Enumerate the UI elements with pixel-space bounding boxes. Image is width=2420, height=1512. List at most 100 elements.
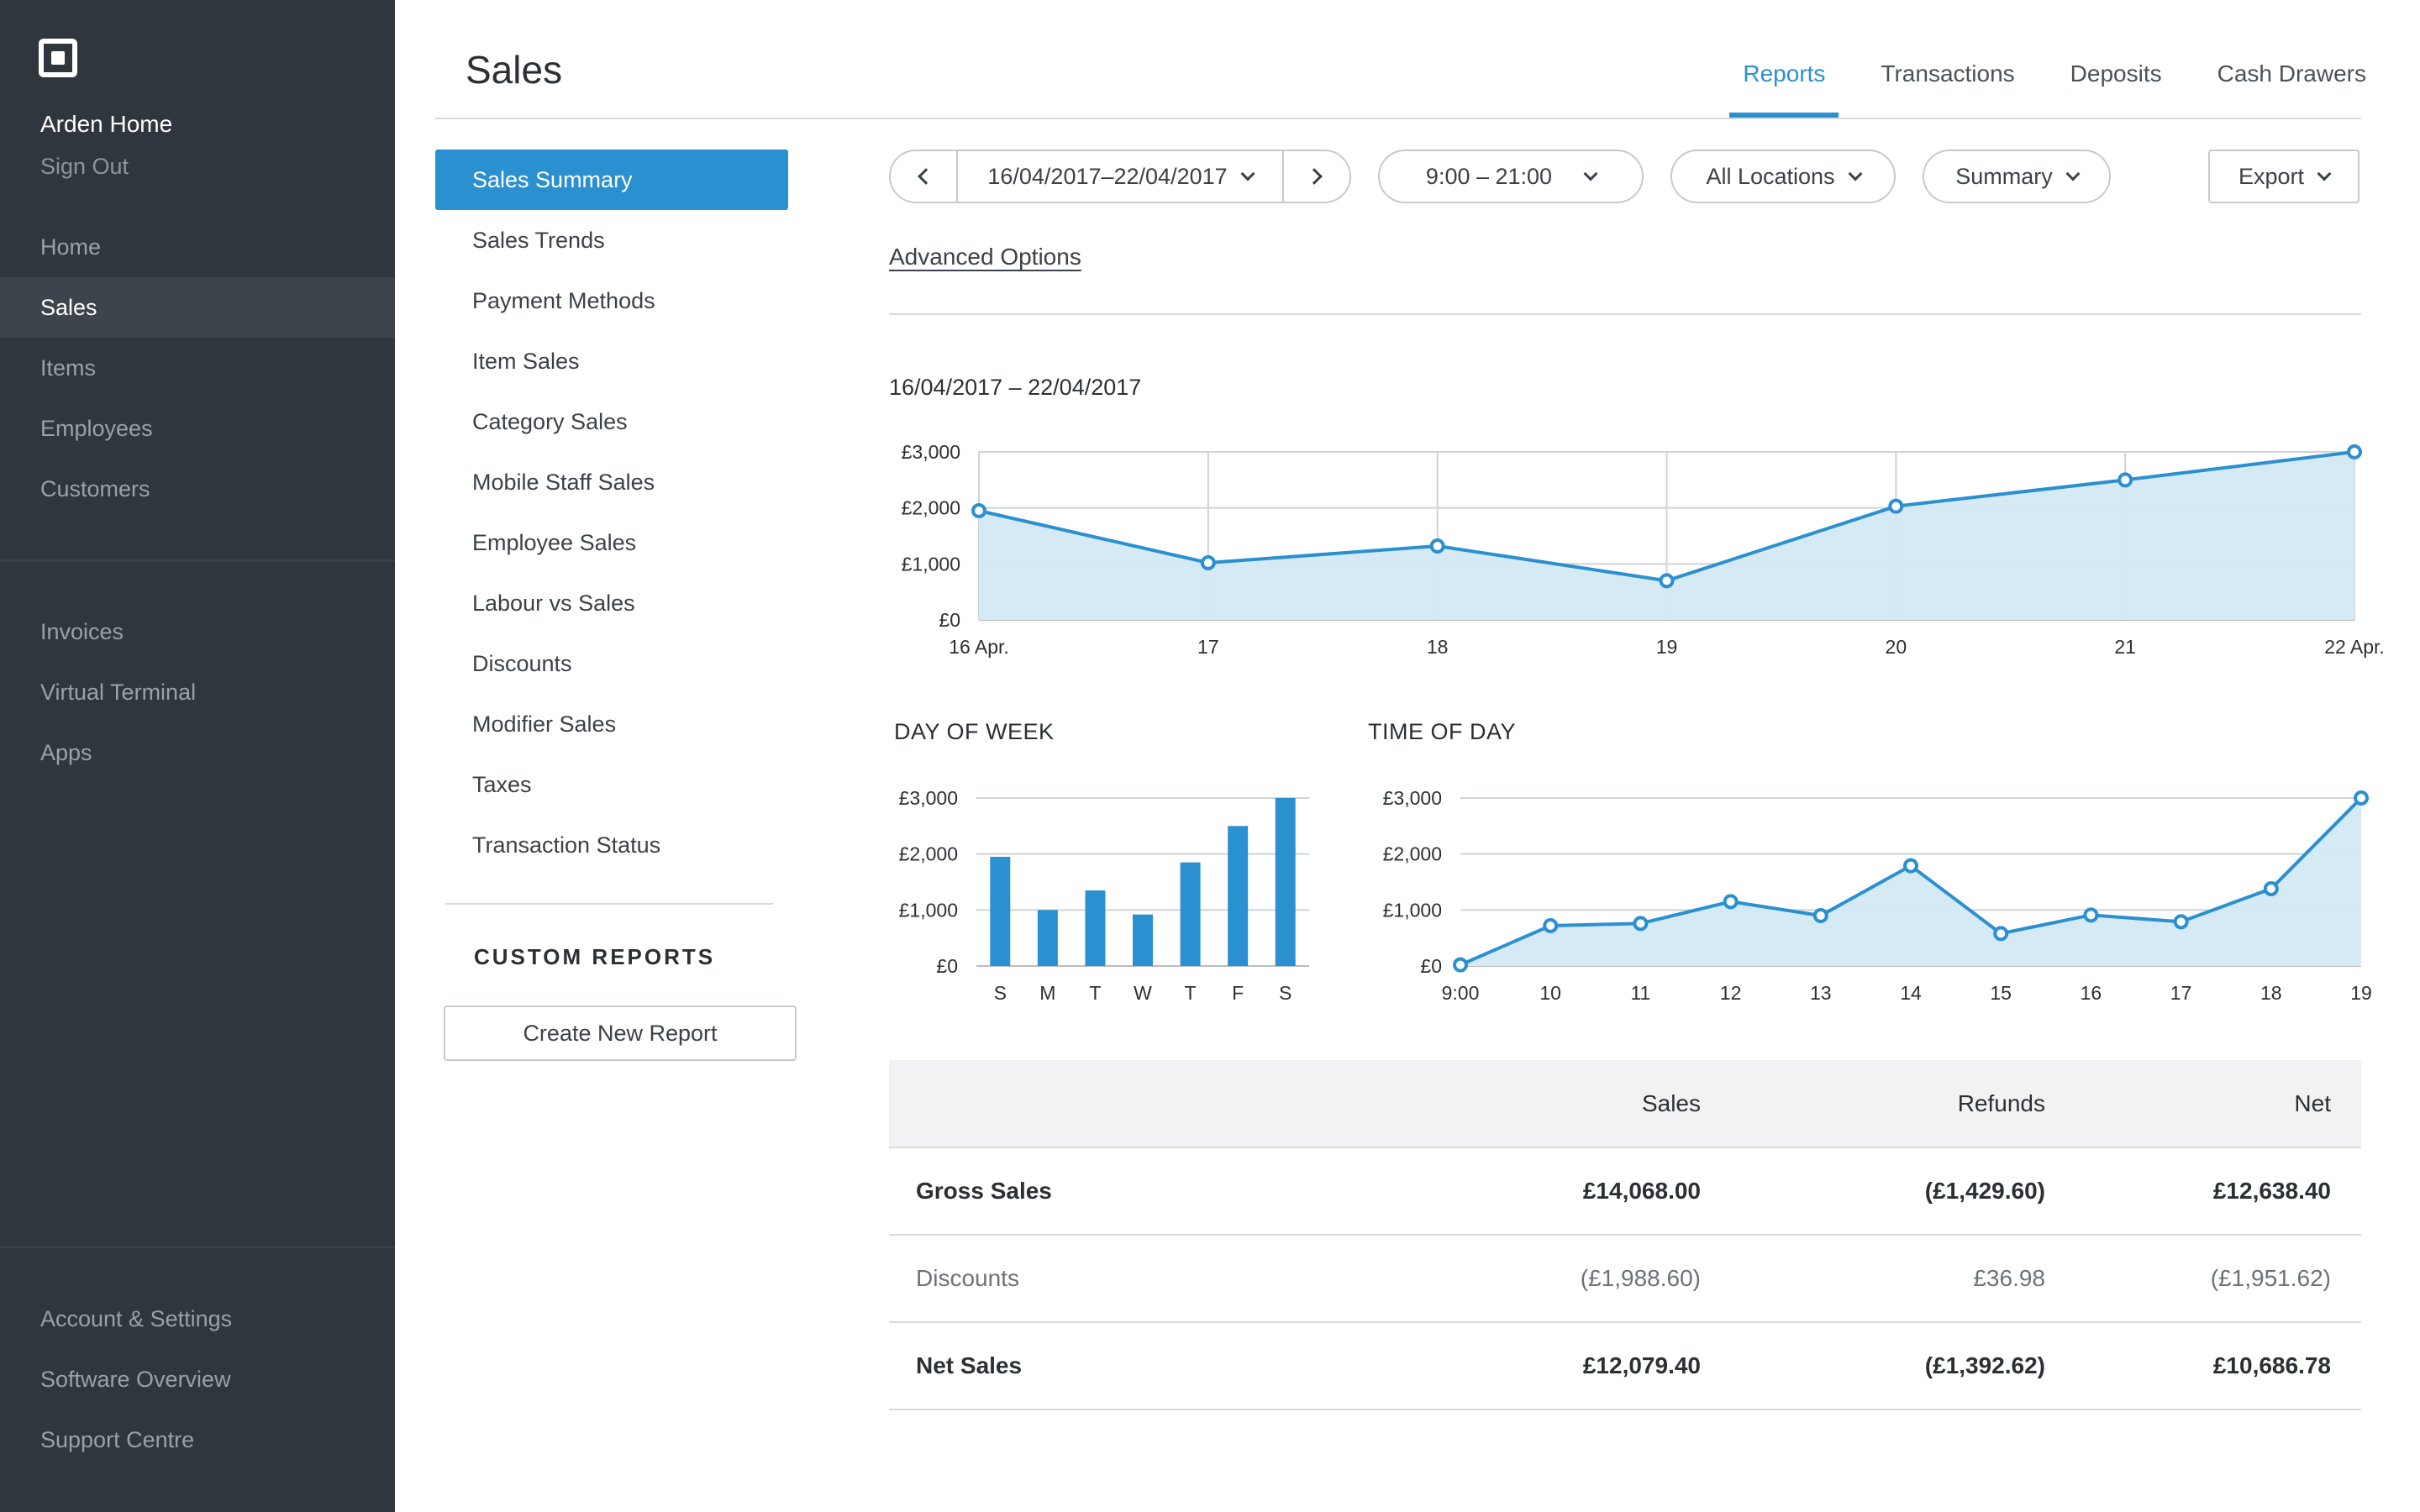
- sidebar-item-items[interactable]: Items: [40, 355, 97, 381]
- sidebar-item-home[interactable]: Home: [40, 234, 102, 260]
- table-row: Discounts (£1,988.60) £36.98 (£1,951.62): [889, 1235, 2361, 1323]
- x-tick-label: T: [1089, 982, 1101, 1004]
- tab-deposits[interactable]: Deposits: [2070, 60, 2162, 87]
- row-sales: £14,068.00: [1362, 1147, 1731, 1236]
- sidebar-item-employees[interactable]: Employees: [40, 416, 153, 441]
- report-item-category-sales[interactable]: Category Sales: [472, 409, 628, 434]
- y-tick-label: £2,000: [899, 843, 958, 865]
- row-label: Gross Sales: [889, 1147, 1363, 1236]
- sidebar-item-customers[interactable]: Customers: [40, 476, 150, 501]
- y-tick-label: £2,000: [1383, 843, 1442, 865]
- locations-dropdown[interactable]: All Locations: [1670, 150, 1896, 203]
- column-header-refunds: Refunds: [1731, 1060, 2075, 1148]
- x-tick-label: 18: [1427, 636, 1449, 658]
- column-header-label: [889, 1060, 1363, 1148]
- row-label: Discounts: [889, 1235, 1363, 1323]
- page-title: Sales: [466, 48, 563, 92]
- x-tick-label: 16 Apr.: [949, 636, 1009, 658]
- sidebar-item-virtual-terminal[interactable]: Virtual Terminal: [40, 680, 197, 705]
- report-item-payment-methods[interactable]: Payment Methods: [472, 288, 655, 313]
- day-of-week-title: DAY OF WEEK: [894, 719, 1055, 744]
- data-point: [2354, 790, 2369, 806]
- chevron-down-icon: [1583, 166, 1598, 181]
- row-refunds: (£1,392.62): [1731, 1322, 2075, 1410]
- row-net: (£1,951.62): [2075, 1235, 2361, 1323]
- chevron-right-icon: [1306, 168, 1323, 185]
- chevron-left-icon: [918, 168, 934, 185]
- report-item-employee-sales[interactable]: Employee Sales: [472, 530, 637, 555]
- bar: [1228, 826, 1249, 966]
- area-fill: [1460, 798, 2361, 966]
- x-tick-label: F: [1232, 982, 1244, 1004]
- tab-transactions[interactable]: Transactions: [1881, 60, 2015, 87]
- data-point: [1200, 555, 1216, 570]
- row-refunds: (£1,429.60): [1731, 1147, 2075, 1236]
- top-tabs: Reports Transactions Deposits Cash Drawe…: [1687, 54, 2366, 121]
- data-point: [2118, 472, 2133, 488]
- tab-reports[interactable]: Reports: [1729, 54, 1839, 121]
- tab-cash-drawers[interactable]: Cash Drawers: [2217, 60, 2366, 87]
- data-point: [2263, 881, 2279, 896]
- report-item-mobile-staff-sales[interactable]: Mobile Staff Sales: [472, 470, 655, 495]
- row-sales: (£1,988.60): [1362, 1235, 1731, 1323]
- day-of-week-chart: £0 £1,000 £2,000 £3,000 S M T W T F S: [899, 787, 1309, 1004]
- data-point: [1453, 957, 1468, 973]
- controls-divider: [889, 313, 2361, 315]
- advanced-options-link[interactable]: Advanced Options: [889, 244, 1081, 270]
- date-range-dropdown[interactable]: 16/04/2017–22/04/2017: [958, 151, 1284, 202]
- sidebar-item-apps[interactable]: Apps: [40, 740, 92, 765]
- date-range-picker: 16/04/2017–22/04/2017: [889, 150, 1351, 203]
- square-logo-icon[interactable]: [39, 39, 77, 77]
- y-tick-label: £3,000: [899, 787, 958, 809]
- next-range-button[interactable]: [1284, 151, 1349, 202]
- x-tick-label: 17: [1197, 636, 1219, 658]
- report-item-item-sales[interactable]: Item Sales: [472, 349, 580, 374]
- bar: [1133, 914, 1153, 966]
- x-tick-label: 22 Apr.: [2324, 636, 2385, 658]
- bar: [1180, 862, 1201, 966]
- x-tick-label: 11: [1630, 982, 1650, 1004]
- data-point: [1723, 894, 1739, 910]
- previous-range-button[interactable]: [891, 151, 958, 202]
- main-chart-title: 16/04/2017 – 22/04/2017: [889, 375, 1142, 400]
- data-point: [1429, 538, 1445, 554]
- report-menu: Sales Summary Sales Trends Payment Metho…: [435, 150, 788, 875]
- sidebar-item-sales[interactable]: Sales: [0, 277, 395, 338]
- table-row: Net Sales £12,079.40 (£1,392.62) £10,686…: [889, 1322, 2361, 1410]
- table-row: Gross Sales £14,068.00 (£1,429.60) £12,6…: [889, 1147, 2361, 1236]
- export-button[interactable]: Export: [2208, 150, 2360, 203]
- time-range-dropdown[interactable]: 9:00 – 21:00: [1378, 150, 1644, 203]
- report-item-discounts[interactable]: Discounts: [472, 651, 572, 676]
- x-tick-label: W: [1134, 982, 1152, 1004]
- sidebar-item-support-centre[interactable]: Support Centre: [40, 1427, 195, 1452]
- sidebar-divider: [0, 559, 395, 561]
- report-item-sales-summary[interactable]: Sales Summary: [435, 150, 788, 210]
- date-range-value: 16/04/2017–22/04/2017: [987, 163, 1228, 189]
- y-tick-label: £3,000: [1383, 787, 1442, 809]
- sidebar-item-account-settings[interactable]: Account & Settings: [40, 1306, 233, 1331]
- sign-out-link[interactable]: Sign Out: [40, 154, 129, 179]
- x-tick-label: 9:00: [1442, 982, 1480, 1004]
- chevron-down-icon: [2317, 166, 2332, 181]
- bar: [1037, 910, 1058, 966]
- x-tick-label: M: [1039, 982, 1055, 1004]
- view-dropdown[interactable]: Summary: [1923, 150, 2111, 203]
- report-item-modifier-sales[interactable]: Modifier Sales: [472, 711, 617, 737]
- menu-divider: [445, 903, 773, 905]
- y-tick-label: £1,000: [1383, 899, 1442, 921]
- report-item-taxes[interactable]: Taxes: [472, 772, 532, 797]
- report-item-labour-vs-sales[interactable]: Labour vs Sales: [472, 591, 635, 616]
- report-item-transaction-status[interactable]: Transaction Status: [472, 832, 661, 858]
- x-tick-label: 12: [1720, 982, 1742, 1004]
- create-new-report-button[interactable]: Create New Report: [444, 1005, 797, 1061]
- data-point: [2347, 444, 2362, 459]
- x-tick-label: 17: [2170, 982, 2192, 1004]
- report-item-sales-trends[interactable]: Sales Trends: [472, 228, 605, 253]
- data-point: [2173, 914, 2189, 930]
- custom-reports-title: CUSTOM REPORTS: [474, 944, 716, 969]
- time-of-day-title: TIME OF DAY: [1368, 719, 1517, 744]
- sidebar-item-invoices[interactable]: Invoices: [40, 619, 124, 644]
- header-divider: [435, 118, 2361, 119]
- sales-over-time-chart: £0 £1,000 £2,000 £3,000 16 Apr. 17 18 19 20 21 22 …: [902, 441, 2385, 658]
- sidebar-item-software-overview[interactable]: Software Overview: [40, 1367, 231, 1392]
